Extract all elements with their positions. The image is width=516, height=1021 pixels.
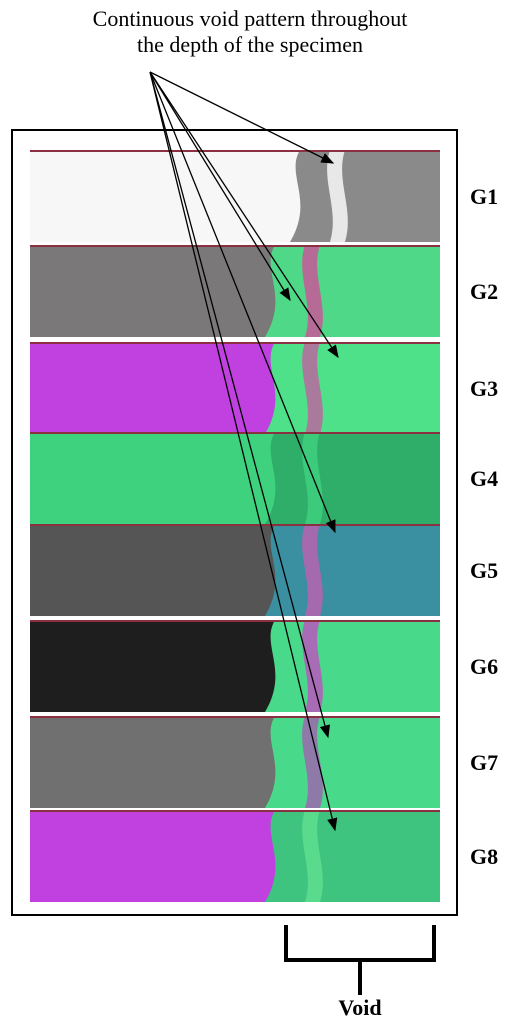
group-label: G4: [470, 466, 498, 491]
strips: [30, 150, 440, 902]
strip-right: [265, 342, 440, 434]
strip-right: [265, 716, 440, 808]
group-label: G8: [470, 844, 498, 869]
figure: Continuous void pattern throughout the d…: [0, 0, 516, 1021]
group-label: G7: [470, 750, 498, 775]
group-label: G2: [470, 279, 498, 304]
strip-right: [265, 432, 440, 524]
void-bracket: [286, 925, 434, 995]
group-label: G6: [470, 654, 498, 679]
strip-right: [265, 620, 440, 712]
group-label: G3: [470, 376, 498, 401]
annotation-line: the depth of the specimen: [137, 32, 363, 57]
group-label: G1: [470, 184, 498, 209]
strip-right: [265, 245, 440, 337]
group-labels: G1 G2 G3 G4 G5 G6 G7 G8: [470, 184, 498, 869]
void-label: Void: [338, 995, 381, 1020]
annotation-line: Continuous void pattern throughout: [93, 6, 408, 31]
strip-right: [290, 150, 440, 242]
group-label: G5: [470, 558, 498, 583]
strip-right: [265, 810, 440, 902]
